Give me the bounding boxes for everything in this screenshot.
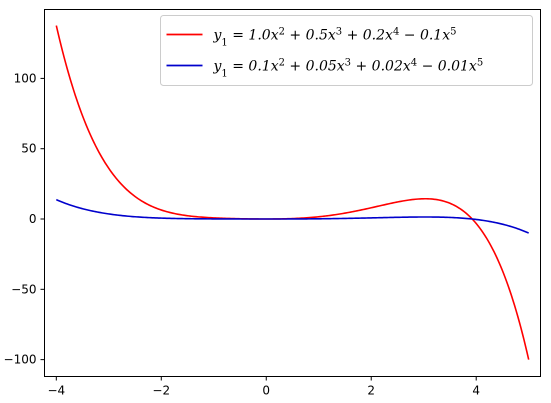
y-tick-label: −100: [4, 353, 37, 367]
y-tick-label: 0: [29, 212, 37, 226]
x-tick-label: −4: [47, 384, 65, 398]
x-tick-label: 4: [472, 384, 480, 398]
series-line-2: [55, 198, 530, 234]
x-tick-label: 0: [262, 384, 270, 398]
x-tick-label: −2: [152, 384, 170, 398]
legend-box: [160, 15, 533, 86]
legend-label-2: y1 = 0.1x2 + 0.05x3 + 0.02x4 − 0.01x5: [213, 57, 484, 79]
x-tick-label: 2: [367, 384, 375, 398]
y-tick-label: 100: [14, 71, 37, 85]
axes-frame: [44, 9, 541, 377]
axes: −4 −2 0 2 4 −100 −50 0 50 100: [4, 9, 541, 398]
legend-label-1: y1 = 1.0x2 + 0.5x3 + 0.2x4 − 0.1x5: [213, 26, 457, 48]
legend: y1 = 1.0x2 + 0.5x3 + 0.2x4 − 0.1x5 y1 = 0…: [160, 15, 533, 86]
y-tick-label: 50: [21, 142, 36, 156]
series-layer: [55, 25, 530, 360]
y-tick-label: −50: [11, 282, 36, 296]
